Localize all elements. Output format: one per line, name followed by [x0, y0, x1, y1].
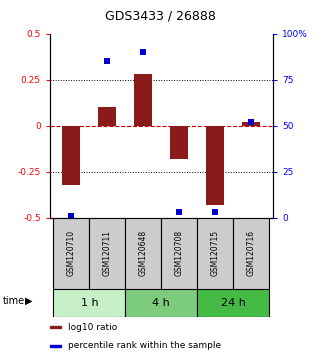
- Text: ▶: ▶: [25, 296, 33, 306]
- Text: GDS3433 / 26888: GDS3433 / 26888: [105, 10, 216, 22]
- Bar: [50, 326, 61, 328]
- Text: percentile rank within the sample: percentile rank within the sample: [68, 341, 221, 350]
- Text: GSM120710: GSM120710: [67, 230, 76, 276]
- Bar: [161, 218, 197, 289]
- Bar: [62, 126, 80, 184]
- Text: time: time: [3, 296, 25, 306]
- Bar: [197, 218, 233, 289]
- Text: GSM120711: GSM120711: [103, 230, 112, 276]
- Point: [177, 209, 182, 215]
- Bar: [89, 218, 125, 289]
- Bar: [134, 74, 152, 126]
- Point: [213, 209, 218, 215]
- Bar: [53, 218, 89, 289]
- Point: [105, 58, 110, 64]
- Text: 1 h: 1 h: [81, 298, 98, 308]
- Bar: [125, 218, 161, 289]
- Text: log10 ratio: log10 ratio: [68, 323, 117, 332]
- Bar: [170, 126, 188, 159]
- Text: 4 h: 4 h: [152, 298, 170, 308]
- Text: GSM120648: GSM120648: [139, 230, 148, 276]
- Text: GSM120715: GSM120715: [211, 230, 220, 276]
- Bar: [125, 289, 197, 317]
- Bar: [50, 345, 61, 347]
- Text: GSM120716: GSM120716: [247, 230, 256, 276]
- Point: [141, 49, 146, 55]
- Text: 24 h: 24 h: [221, 298, 246, 308]
- Bar: [242, 122, 260, 126]
- Bar: [53, 289, 125, 317]
- Point: [249, 119, 254, 125]
- Bar: [206, 126, 224, 205]
- Bar: [233, 218, 269, 289]
- Text: GSM120708: GSM120708: [175, 230, 184, 276]
- Bar: [98, 107, 116, 126]
- Bar: [197, 289, 269, 317]
- Point: [69, 213, 74, 219]
